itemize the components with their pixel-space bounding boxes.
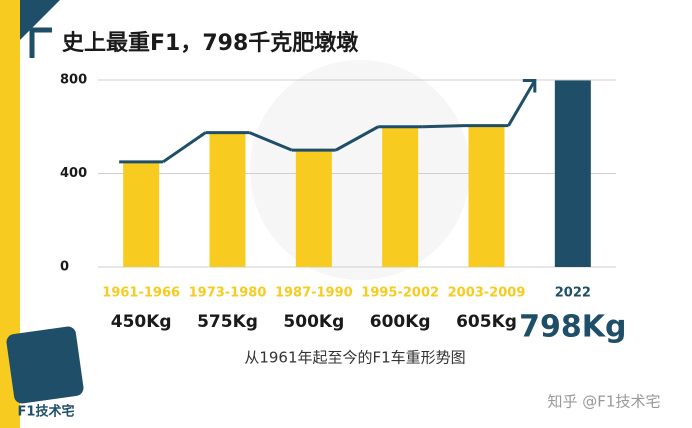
y-tick-label: 0	[60, 260, 69, 275]
x-tick-label: 1961-1966	[102, 286, 180, 301]
bar	[468, 125, 505, 267]
y-tick-label: 800	[60, 73, 87, 88]
title-bracket	[29, 27, 52, 58]
side-stripe	[0, 0, 20, 428]
value-label: 798Kg	[519, 310, 626, 345]
x-tick-label: 2003-2009	[448, 286, 526, 301]
trend-connector	[422, 124, 465, 129]
watermark: 知乎 @F1技术宅	[548, 393, 661, 411]
background-emblem	[250, 60, 470, 280]
logo-text: F1技术宅	[18, 404, 75, 420]
trend-connector	[507, 79, 537, 127]
bar	[123, 161, 160, 267]
value-label: 600Kg	[370, 312, 431, 332]
chart-subtitle: 从1961年起至今的F1车重形势图	[244, 349, 465, 367]
bar	[382, 126, 419, 267]
value-label: 605Kg	[456, 312, 517, 332]
value-label: 500Kg	[283, 312, 344, 332]
chart-title: 史上最重F1，798千克肥墩墩	[62, 30, 359, 56]
bar	[554, 80, 591, 267]
bar	[295, 150, 332, 267]
logo-badge	[6, 326, 84, 404]
bar	[209, 132, 246, 267]
x-tick-label: 2022	[555, 286, 591, 301]
value-label: 450Kg	[111, 312, 172, 332]
x-tick-label: 1973-1980	[189, 286, 267, 301]
x-tick-label: 1987-1990	[275, 286, 353, 301]
y-tick-label: 400	[60, 166, 87, 181]
trend-arrowhead	[522, 78, 537, 93]
trend-connector	[162, 131, 207, 164]
value-label: 575Kg	[197, 312, 258, 332]
trend-connector	[335, 125, 379, 152]
trend-connector	[248, 131, 293, 152]
x-tick-label: 1995-2002	[361, 286, 439, 301]
